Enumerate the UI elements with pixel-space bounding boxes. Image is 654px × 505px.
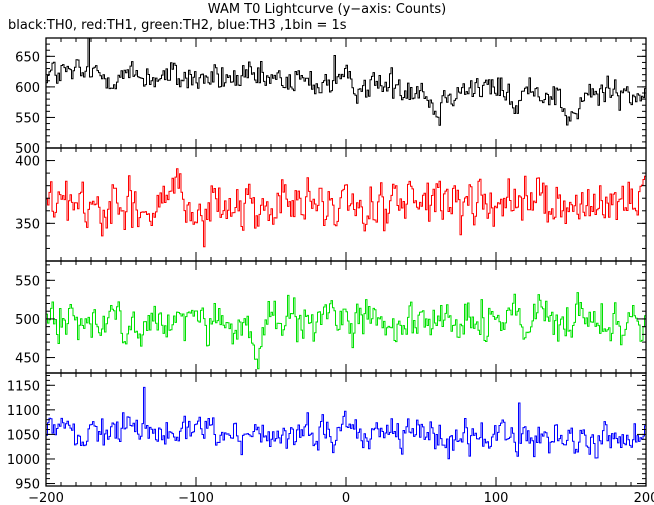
y-tick-label: 650 xyxy=(15,50,40,65)
y-tick-label: 500 xyxy=(15,313,40,328)
y-tick-label: 1000 xyxy=(7,453,40,468)
series-line-th3 xyxy=(46,386,646,460)
y-tick-label: 350 xyxy=(15,217,40,232)
y-tick-label: 450 xyxy=(15,352,40,367)
series-line-th1 xyxy=(46,168,646,248)
y-tick-label: 550 xyxy=(15,274,40,289)
chart-subtitle: black:TH0, red:TH1, green:TH2, blue:TH3 … xyxy=(8,18,347,33)
chart-title: WAM T0 Lightcurve (y−axis: Counts) xyxy=(207,2,447,17)
y-tick-label: 1150 xyxy=(7,379,40,394)
series-line-th2 xyxy=(46,292,646,370)
x-tick-label: 0 xyxy=(342,491,350,505)
x-tick-label: 100 xyxy=(484,491,509,505)
y-tick-label: 1050 xyxy=(7,428,40,443)
y-tick-label: 500 xyxy=(15,142,40,157)
x-tick-label: 200 xyxy=(634,491,654,505)
x-tick-label: −200 xyxy=(28,491,64,505)
y-tick-label: 550 xyxy=(15,111,40,126)
y-tick-label: 400 xyxy=(15,155,40,170)
series-line-th0 xyxy=(46,38,646,126)
y-tick-label: 600 xyxy=(15,81,40,96)
x-tick-label: −100 xyxy=(178,491,214,505)
y-tick-label: 950 xyxy=(15,478,40,493)
y-tick-label: 1100 xyxy=(7,404,40,419)
